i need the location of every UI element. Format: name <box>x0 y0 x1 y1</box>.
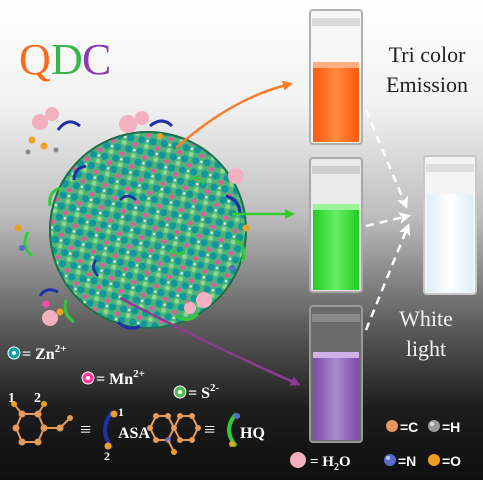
title-qdc: Q D C <box>19 35 111 84</box>
legend-h2o: = H2O <box>290 452 351 473</box>
svg-text:1: 1 <box>118 405 124 419</box>
svg-text:2: 2 <box>104 449 110 463</box>
white-label: White <box>399 306 453 331</box>
emission-label: Emission <box>386 72 468 97</box>
svg-text:2: 2 <box>34 391 41 406</box>
dashed-arrow-purple-to-white <box>364 223 411 331</box>
svg-text:≡: ≡ <box>80 419 91 441</box>
light-label: light <box>406 336 446 361</box>
purple-emission-arrow <box>119 296 301 386</box>
legend-zn: = Zn2+ <box>7 343 66 363</box>
surface-ligands <box>14 107 250 330</box>
svg-text:= S2-: = S2- <box>188 382 220 402</box>
svg-text:=O: =O <box>442 453 461 469</box>
orange-emission-arrow <box>175 80 293 149</box>
asa-label: ASA <box>118 425 150 442</box>
hq-label: HQ <box>240 425 265 442</box>
legend-c: =C <box>386 419 418 435</box>
orange-vial <box>309 9 363 145</box>
svg-text:= Mn2+: = Mn2+ <box>96 368 145 388</box>
svg-text:=N: =N <box>398 453 416 469</box>
svg-text:≡: ≡ <box>204 419 215 441</box>
dashed-arrow-orange-to-white <box>364 109 409 209</box>
legend-o: =O <box>428 453 461 469</box>
title-letter-d: D <box>51 35 83 84</box>
svg-text:= Zn2+: = Zn2+ <box>22 343 66 363</box>
legend-n: =N <box>384 453 416 469</box>
white-vial <box>423 155 477 295</box>
ligand-structure: 1 2 ≡ 1 2 ASA ≡ H <box>8 391 265 463</box>
svg-text:=H: =H <box>442 419 460 435</box>
tri-color-label: Tri color <box>389 42 466 67</box>
title-letter-c: C <box>82 35 111 84</box>
title-letter-q: Q <box>19 35 51 84</box>
quantum-dot <box>49 131 247 329</box>
legend-s: = S2- <box>173 382 220 402</box>
legend-h: =H <box>428 419 460 435</box>
green-vial <box>309 157 363 293</box>
purple-vial <box>309 305 363 443</box>
dashed-arrow-green-to-white <box>365 212 411 228</box>
svg-text:= H2O: = H2O <box>310 454 351 473</box>
svg-text:1: 1 <box>8 391 15 406</box>
legend-mn: = Mn2+ <box>81 368 145 388</box>
svg-text:=C: =C <box>400 419 418 435</box>
